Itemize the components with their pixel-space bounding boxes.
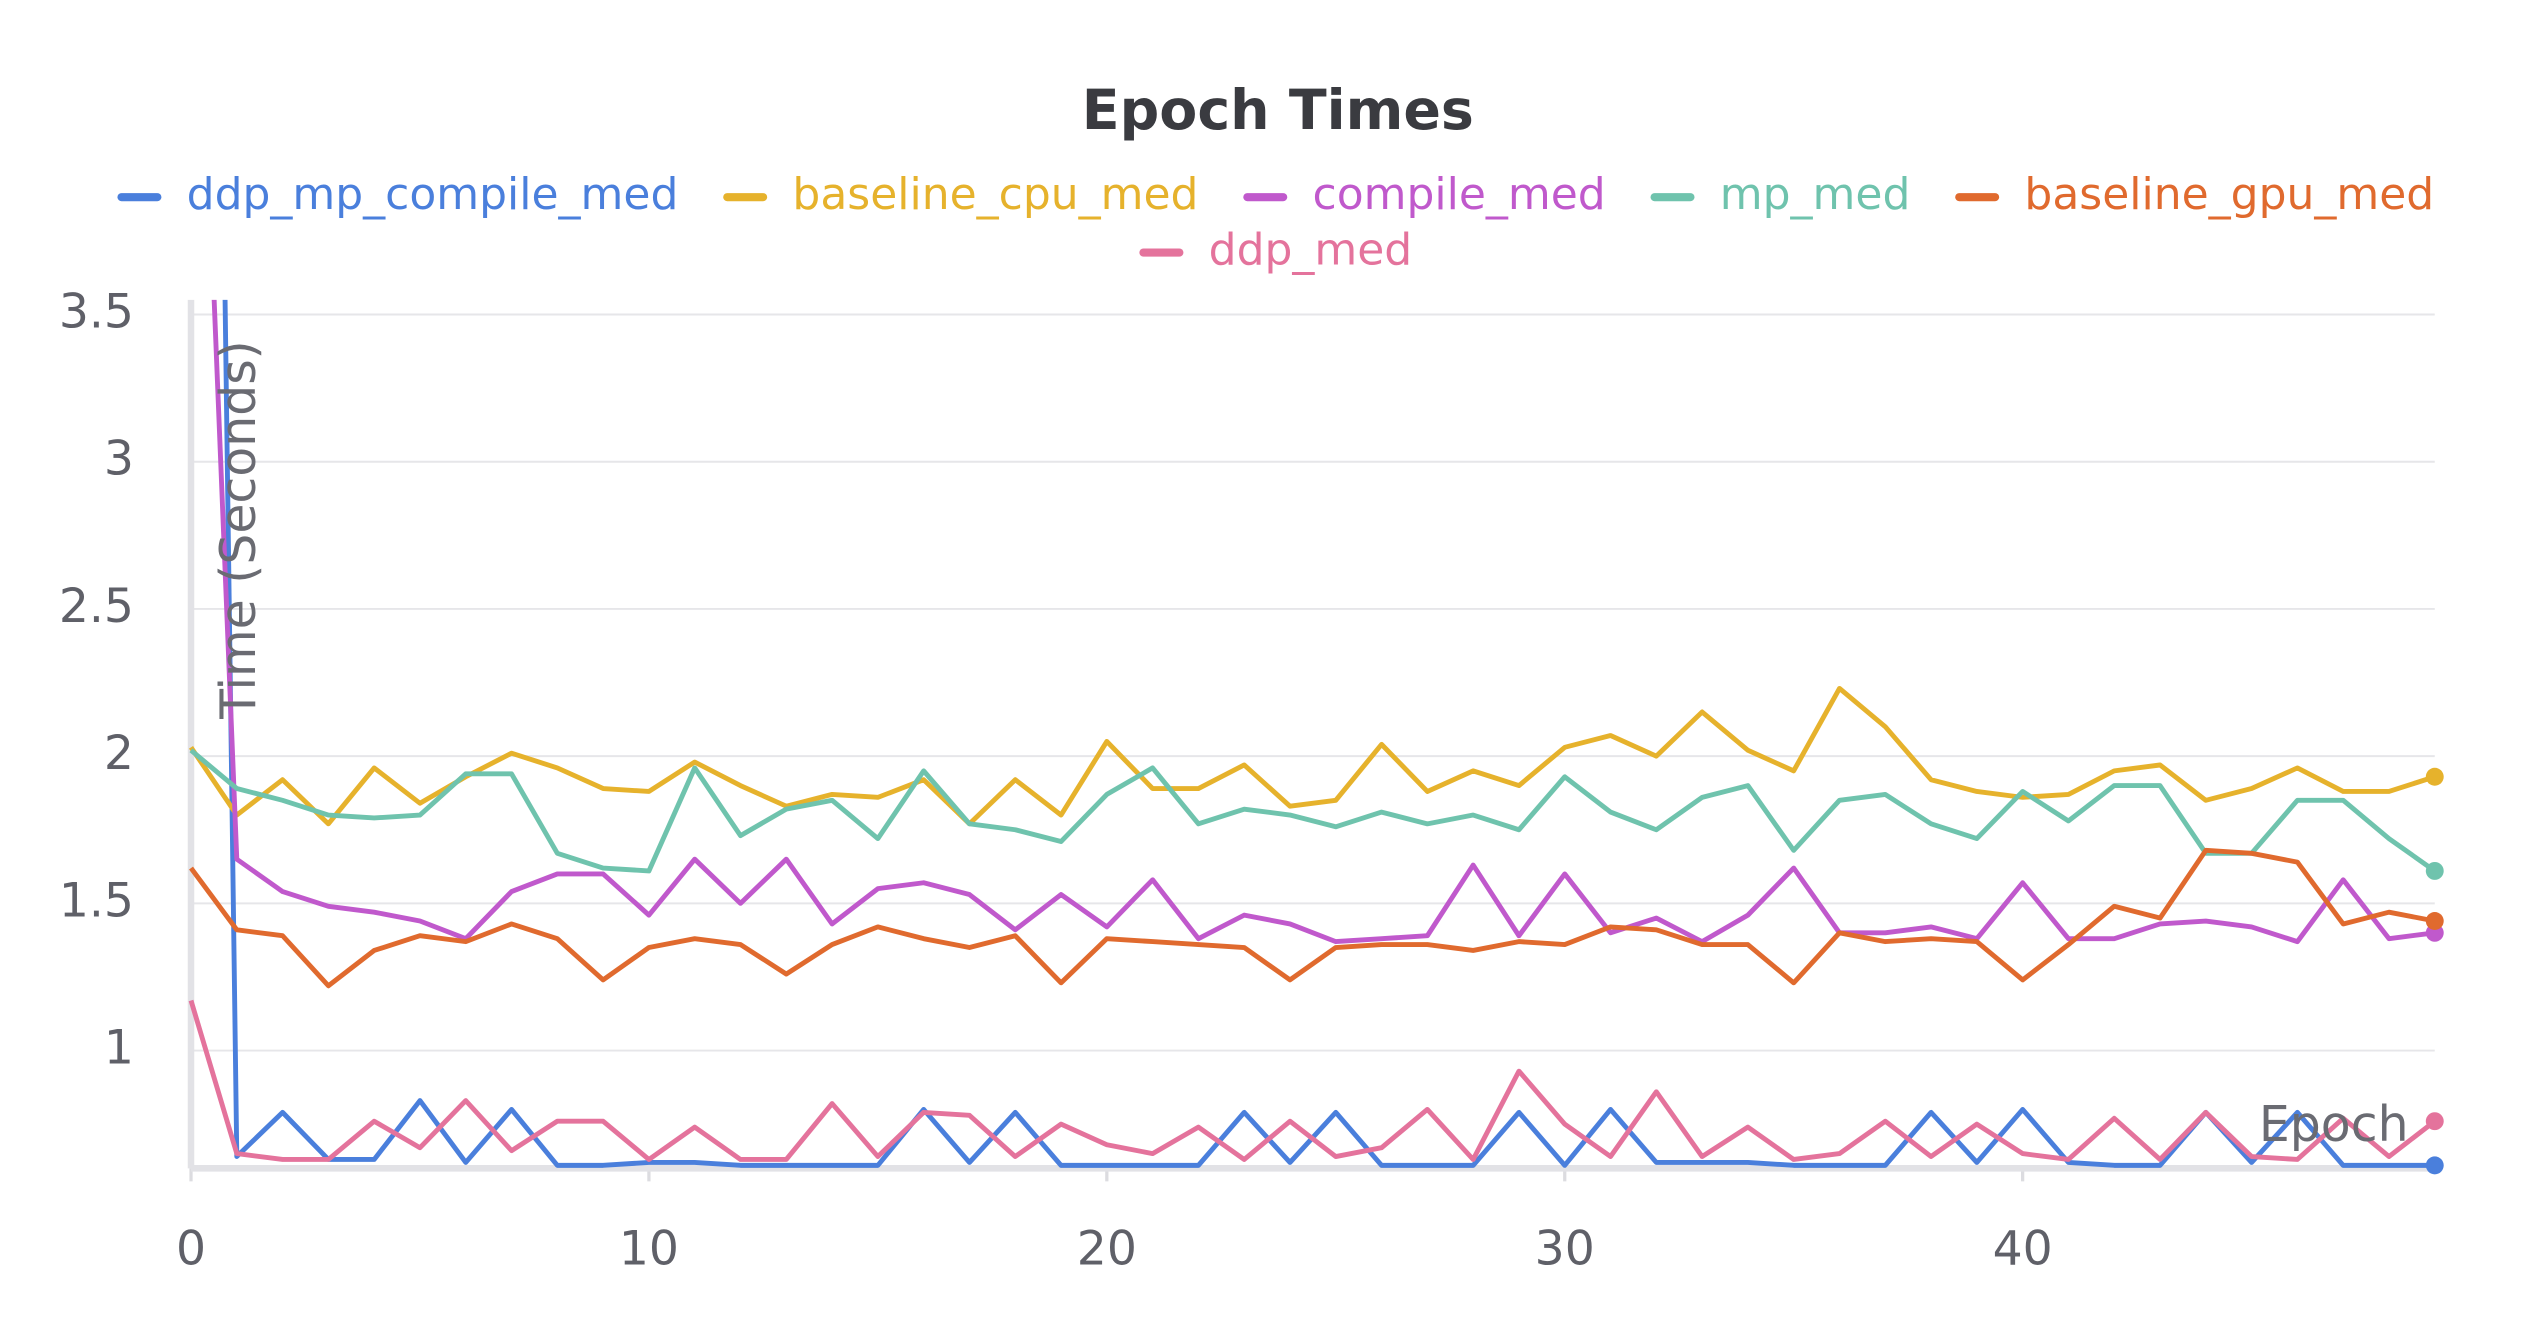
series-line	[189, 847, 2436, 989]
legend-item: ddp_mp_compile_med	[117, 169, 679, 220]
y-axis-label: Time (Seconds)	[210, 340, 267, 720]
y-tick-label: 3	[104, 432, 134, 487]
y-tick-label: 2.5	[59, 579, 134, 634]
series-line	[188, 685, 2436, 827]
y-tick-label: 2	[104, 726, 134, 781]
legend-item: baseline_cpu_med	[723, 169, 1198, 220]
chart-title: Epoch Times	[1082, 79, 1474, 143]
legend-label: ddp_med	[1209, 225, 1413, 276]
y-tick-label: 1.5	[59, 873, 134, 928]
x-tick-label: 20	[1077, 1221, 1137, 1276]
plot-area	[188, 299, 2437, 1168]
grid: 1 1.5 2 2.5 3 3.5 0 10 20 30 40	[59, 285, 2435, 1276]
legend-label: ddp_mp_compile_med	[187, 169, 679, 220]
x-tick-label: 0	[176, 1221, 206, 1276]
x-tick-label: 40	[1993, 1221, 2053, 1276]
y-tick-label: 1	[104, 1021, 134, 1076]
legend-label: baseline_cpu_med	[792, 169, 1198, 220]
y-tick-label: 3.5	[59, 285, 134, 340]
legend-label: compile_med	[1313, 169, 1606, 220]
x-tick-label: 10	[619, 1221, 679, 1276]
end-dot	[2425, 767, 2444, 786]
end-dot	[2425, 1156, 2444, 1175]
end-dot	[2425, 1112, 2444, 1131]
series-line	[189, 748, 2437, 874]
legend-label: mp_med	[1720, 169, 1911, 220]
series-line	[188, 999, 2437, 1162]
legend: ddp_mp_compile_med baseline_cpu_med compil…	[117, 169, 2434, 276]
x-tick-label: 30	[1535, 1221, 1595, 1276]
legend-item: baseline_gpu_med	[1955, 169, 2434, 220]
series-line	[211, 299, 2436, 945]
legend-item: ddp_med	[1139, 225, 1413, 276]
legend-label: baseline_gpu_med	[2024, 169, 2434, 220]
legend-item: compile_med	[1243, 169, 1606, 220]
x-axis-label: Epoch	[2259, 1096, 2409, 1153]
legend-item: mp_med	[1650, 169, 1911, 220]
end-dot	[2425, 912, 2444, 930]
end-dot	[2425, 862, 2444, 880]
